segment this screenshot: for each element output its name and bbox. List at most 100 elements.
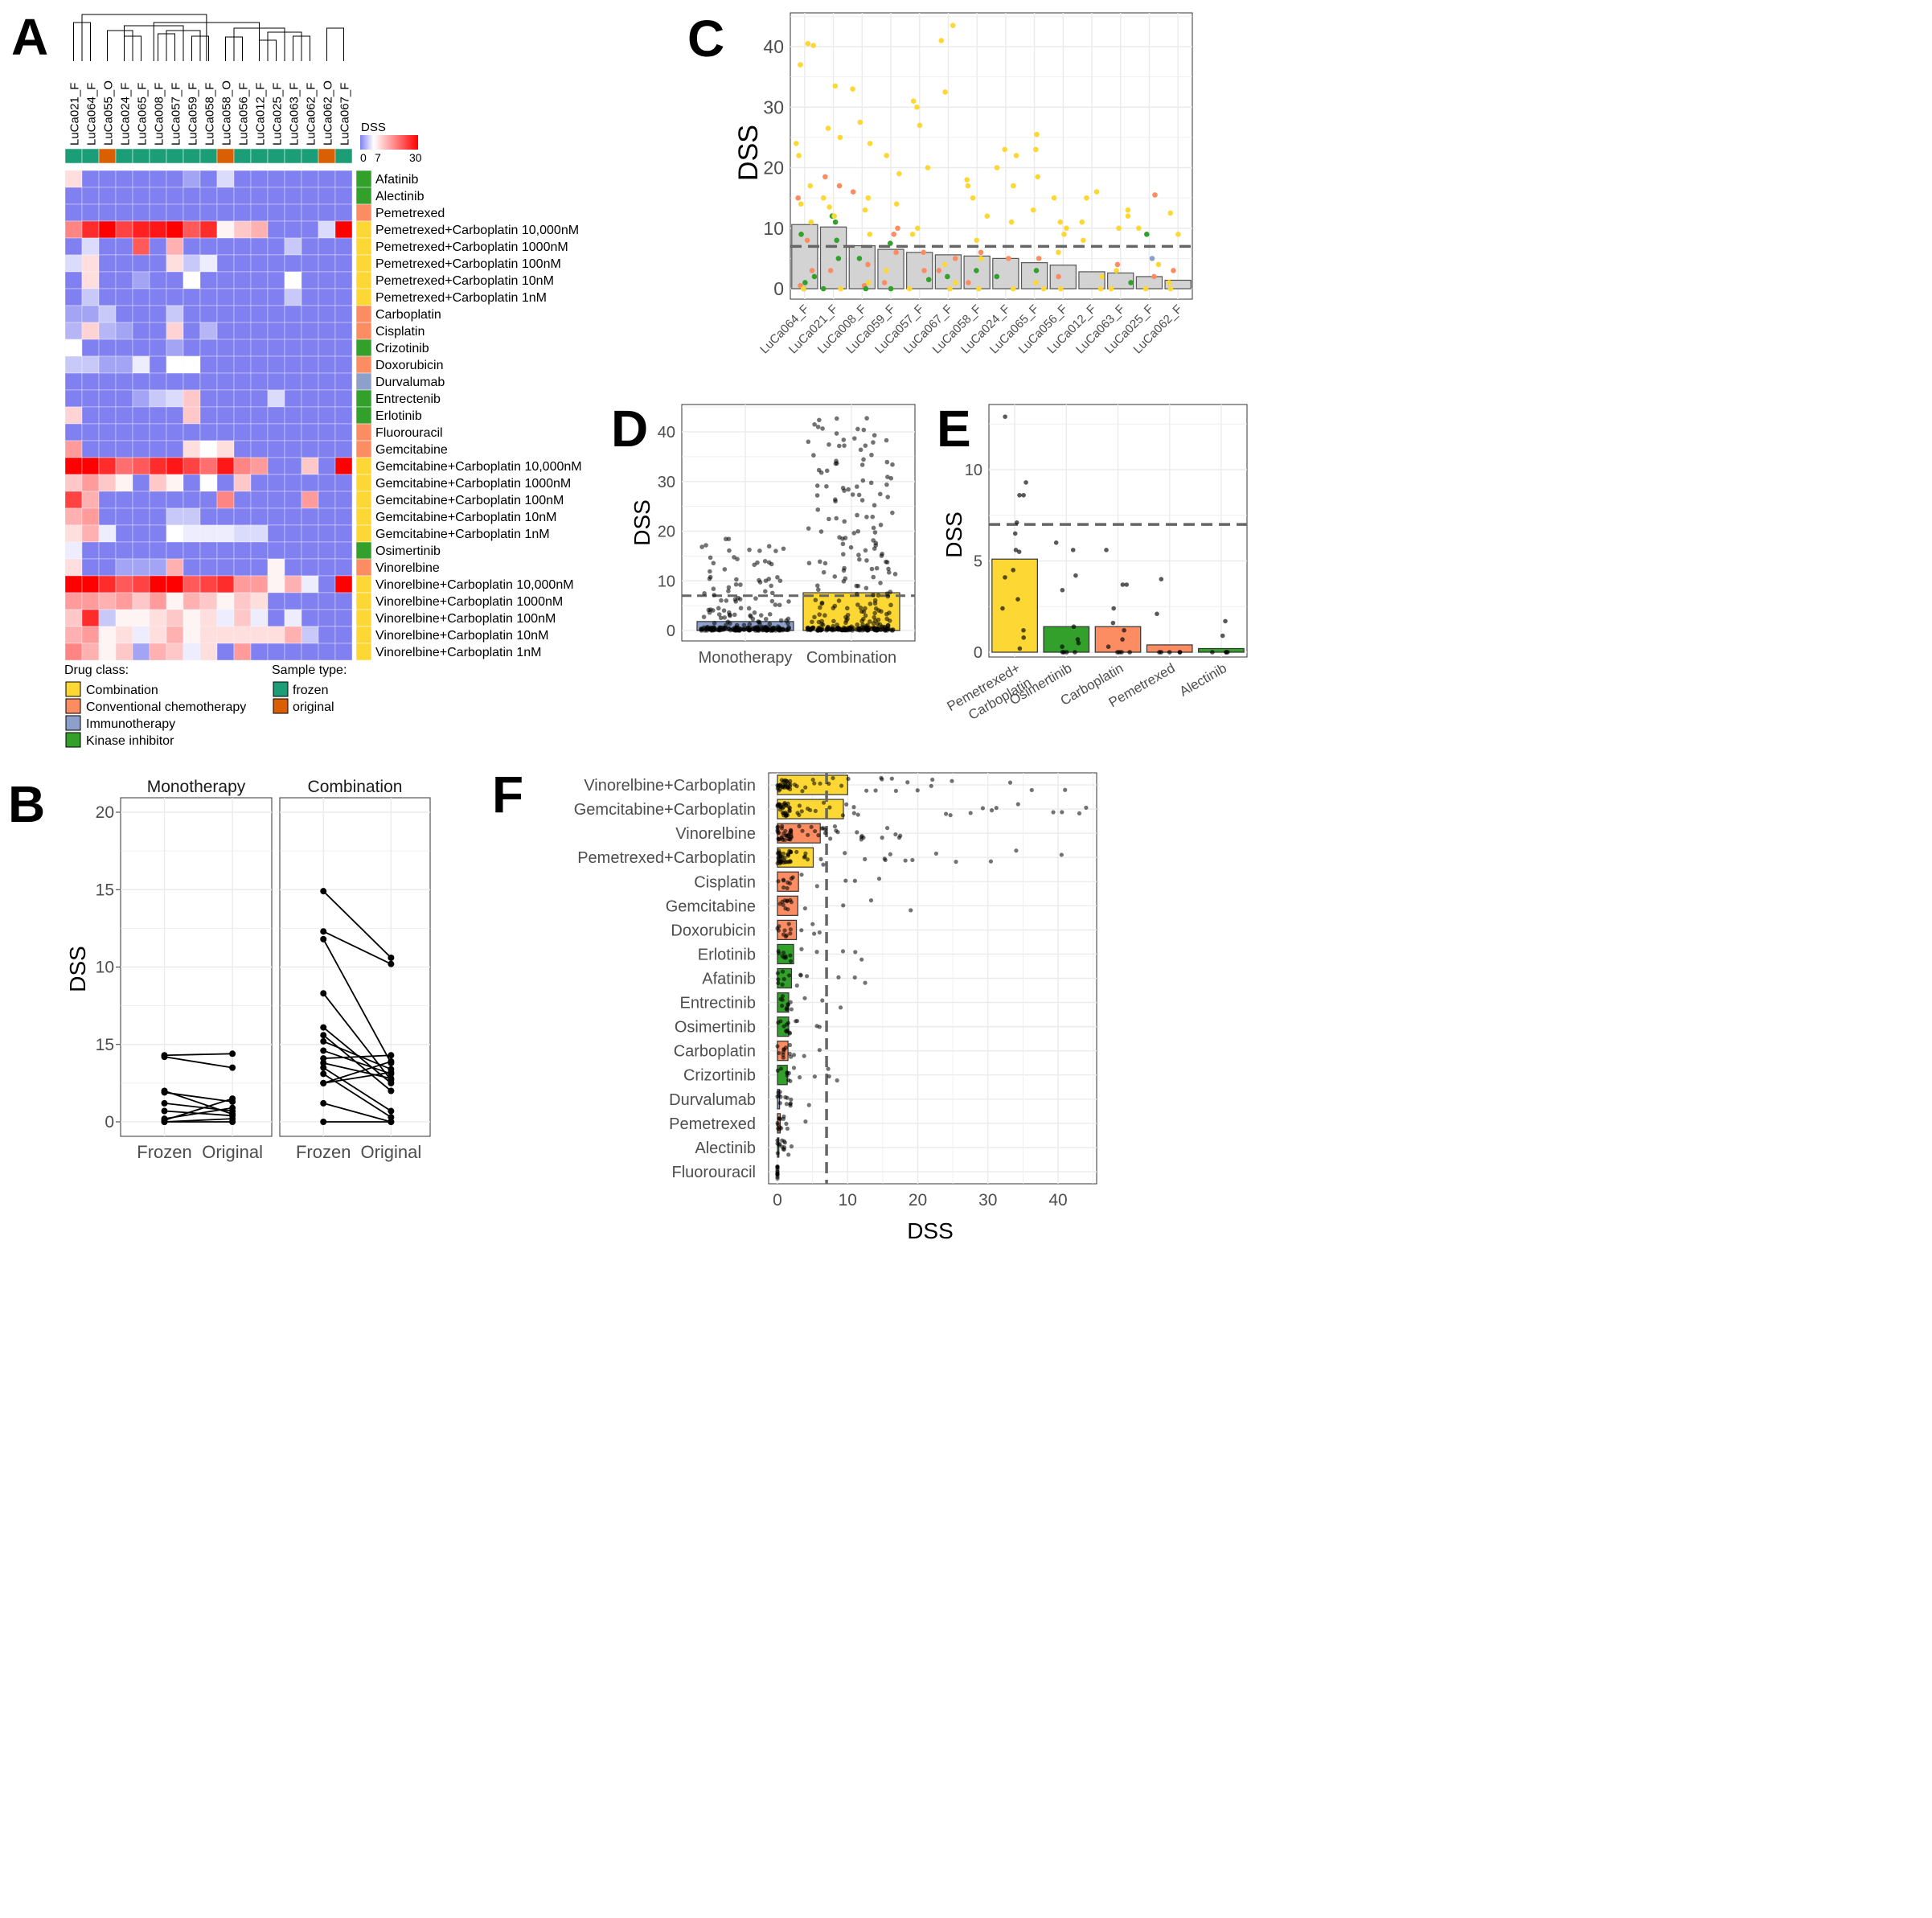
d-point	[842, 488, 847, 493]
drug-class-cell	[355, 491, 372, 509]
heatmap-cell	[250, 203, 269, 222]
f-point	[855, 830, 859, 835]
c-ytick-label: 10	[763, 218, 784, 239]
heatmap-cell	[250, 389, 269, 408]
heatmap-cell	[284, 575, 302, 593]
heatmap-cell	[64, 220, 83, 239]
d-point	[834, 416, 839, 421]
f-point	[797, 823, 802, 828]
heatmap-cell	[318, 541, 336, 560]
d-point	[716, 606, 721, 611]
sample-type-cell	[334, 148, 353, 164]
heatmap-cell	[301, 406, 319, 425]
heatmap-cell	[98, 592, 117, 610]
heatmap-cell	[334, 507, 353, 526]
heatmap-cell	[98, 288, 117, 306]
heatmap-cell	[216, 203, 235, 222]
drug-class-cell	[355, 322, 372, 340]
b-point-frozen	[320, 928, 327, 935]
f-point	[781, 885, 786, 890]
f-point	[777, 1101, 782, 1106]
f-point	[792, 782, 798, 787]
f-point	[805, 857, 810, 862]
c-point	[884, 153, 890, 158]
f-point	[786, 1021, 791, 1025]
d-point	[783, 627, 789, 633]
heatmap-cell	[115, 254, 133, 273]
sample-label: LuCa057_F	[170, 83, 183, 146]
c-point	[950, 23, 956, 28]
f-point	[776, 977, 781, 982]
c-point	[1040, 285, 1047, 292]
b-pair-line	[322, 930, 392, 965]
d-point	[778, 618, 784, 623]
c-point	[832, 219, 839, 225]
heatmap-cell	[250, 558, 269, 577]
drug-class-legend-label: Kinase inhibitor	[86, 734, 174, 748]
c-ytick-label: 30	[763, 97, 784, 117]
f-point	[821, 862, 826, 867]
heatmap-cell	[64, 609, 83, 627]
f-ytick-label: Carboplatin	[674, 1043, 756, 1061]
heatmap-cell	[132, 558, 150, 577]
heatmap-cell	[81, 305, 100, 323]
drug-label: Vinorelbine	[375, 561, 440, 575]
c-point	[1084, 195, 1089, 201]
f-point	[778, 996, 783, 1001]
heatmap-cell	[318, 237, 336, 256]
heatmap-cell	[233, 457, 252, 475]
d-point	[876, 608, 881, 613]
drug-class-cell	[355, 440, 372, 458]
heatmap-cell	[250, 524, 269, 543]
heatmap-cell	[216, 524, 235, 543]
heatmap-cell	[301, 322, 319, 340]
heatmap-cell	[301, 271, 319, 290]
d-point	[738, 606, 744, 611]
d-point	[872, 626, 878, 630]
f-point	[827, 781, 831, 787]
heatmap-cell	[318, 575, 336, 593]
f-xtick-label: 40	[1048, 1191, 1067, 1210]
heatmap-cell	[334, 440, 353, 458]
f-xtick-label: 10	[839, 1191, 857, 1210]
heatmap-cell	[149, 575, 167, 593]
f-point	[799, 947, 804, 951]
d-point	[886, 566, 891, 572]
f-point	[786, 907, 790, 912]
d-ytick-label: 40	[658, 424, 675, 442]
heatmap-cell	[284, 423, 302, 442]
heatmap-cell	[115, 457, 133, 475]
heatmap-cell	[284, 609, 302, 627]
b-pair-line	[323, 1071, 392, 1084]
b-point-original	[388, 1052, 395, 1059]
f-point	[873, 788, 878, 793]
drug-label: Pemetrexed+Carboplatin 1nM	[375, 291, 547, 305]
d-point	[709, 628, 714, 633]
heatmap-cell	[166, 322, 184, 340]
d-point	[851, 531, 857, 536]
heatmap-cell	[81, 203, 100, 222]
b-point-original	[388, 1079, 395, 1086]
heatmap-cell	[81, 254, 100, 273]
heatmap-cell	[64, 305, 83, 323]
heatmap-cell	[216, 457, 235, 475]
e-point	[1177, 650, 1183, 655]
heatmap-cell	[98, 626, 117, 644]
sample-label: LuCa058_O	[220, 80, 234, 146]
b-point-original	[388, 954, 395, 961]
sample-type-legend-swatch	[273, 681, 289, 697]
b-point-frozen	[161, 1099, 168, 1107]
heatmap-cell	[166, 575, 184, 593]
f-point	[789, 1007, 794, 1012]
dendrogram-branch	[326, 27, 344, 61]
d-point	[702, 591, 707, 596]
heatmap-cell	[64, 355, 83, 374]
b-pair-line	[322, 1103, 392, 1123]
f-point	[786, 922, 791, 926]
heatmap-cell	[301, 237, 319, 256]
f-point	[831, 775, 835, 781]
d-point	[726, 585, 732, 590]
f-point	[802, 1053, 806, 1058]
heatmap-cell	[250, 491, 269, 509]
f-point	[836, 975, 841, 980]
